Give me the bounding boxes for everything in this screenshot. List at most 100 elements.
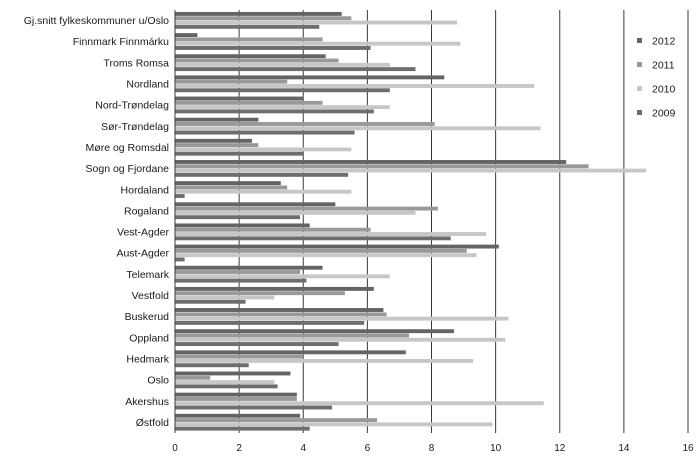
- category-label: Vest-Agder: [117, 227, 169, 239]
- bar-2011-16: [175, 354, 304, 359]
- bar-2009-14: [175, 320, 365, 325]
- bar-2009-9: [175, 215, 301, 220]
- legend-label-2010: 2010: [652, 84, 676, 96]
- bar-2012-4: [175, 96, 304, 101]
- category-label: Sogn og Fjordane: [86, 163, 170, 175]
- x-tick-label: 14: [618, 443, 630, 454]
- bar-2011-9: [175, 206, 438, 211]
- bar-2009-13: [175, 299, 246, 304]
- category-label: Troms Romsa: [103, 57, 169, 69]
- x-tick-label: 10: [490, 443, 502, 454]
- bar-2009-17: [175, 384, 278, 389]
- bar-2012-10: [175, 223, 310, 228]
- category-label: Buskerud: [125, 311, 170, 323]
- bar-2011-14: [175, 312, 387, 317]
- bar-2010-11: [175, 253, 477, 258]
- bar-2009-1: [175, 46, 371, 50]
- bar-2011-11: [175, 248, 467, 253]
- legend-swatch-2010: [637, 86, 642, 91]
- bar-2009-11: [175, 257, 185, 262]
- bar-2009-8: [175, 194, 185, 198]
- bar-2010-15: [175, 337, 506, 342]
- bar-2012-0: [175, 11, 342, 16]
- bar-2010-10: [175, 232, 487, 236]
- bar-2012-3: [175, 75, 445, 80]
- bar-2012-12: [175, 265, 323, 270]
- bar-2011-4: [175, 100, 323, 105]
- bar-2010-2: [175, 62, 390, 67]
- legend-swatch-2012: [637, 38, 642, 43]
- bar-2009-16: [175, 363, 249, 368]
- bar-2009-15: [175, 342, 339, 347]
- bar-2010-17: [175, 380, 275, 385]
- x-tick-label: 16: [682, 443, 694, 454]
- bar-2011-1: [175, 37, 323, 42]
- bar-2010-4: [175, 105, 390, 110]
- bar-2009-3: [175, 88, 390, 93]
- category-label: Oslo: [147, 375, 169, 387]
- bar-2009-12: [175, 278, 307, 283]
- bar-2009-18: [175, 405, 333, 410]
- category-label: Hordaland: [121, 184, 170, 196]
- bar-2011-17: [175, 375, 211, 380]
- category-label: Sør-Trøndelag: [101, 121, 169, 133]
- bar-2010-13: [175, 295, 275, 300]
- bar-2012-17: [175, 371, 291, 376]
- category-label: Østfold: [136, 417, 169, 429]
- category-label: Nord-Trøndelag: [95, 100, 169, 112]
- legend: 2012 2011 2010 2009: [637, 36, 676, 120]
- bar-2010-0: [175, 20, 458, 25]
- bar-2012-16: [175, 350, 406, 355]
- bar-2012-1: [175, 33, 198, 38]
- bar-2011-18: [175, 396, 297, 401]
- bar-2012-19: [175, 413, 301, 418]
- x-tick-label: 6: [365, 443, 371, 454]
- bar-2011-6: [175, 143, 259, 148]
- bar-2010-12: [175, 274, 390, 279]
- bar-2009-4: [175, 109, 374, 114]
- bar-2010-9: [175, 210, 416, 215]
- bar-2009-6: [175, 151, 304, 156]
- bar-2009-0: [175, 24, 320, 29]
- bar-2010-14: [175, 316, 509, 321]
- category-label: Telemark: [126, 269, 169, 281]
- legend-swatch-2011: [637, 62, 642, 67]
- category-label: Gj.snitt fylkeskommuner u/Oslo: [24, 15, 169, 27]
- x-tick-label: 0: [172, 443, 178, 454]
- bar-2011-13: [175, 291, 345, 296]
- bar-2009-5: [175, 130, 355, 135]
- bar-2011-15: [175, 333, 410, 338]
- bar-2012-11: [175, 244, 499, 249]
- legend-swatch-2009: [637, 110, 642, 115]
- x-tick-label: 8: [429, 443, 435, 454]
- bar-2010-19: [175, 422, 493, 427]
- legend-label-2012: 2012: [652, 36, 676, 48]
- x-tick-label: 4: [300, 443, 306, 454]
- bar-2009-19: [175, 426, 310, 431]
- category-label: Akershus: [125, 396, 169, 408]
- bar-2011-5: [175, 122, 435, 126]
- category-label: Hedmark: [126, 353, 169, 365]
- bar-2012-6: [175, 138, 252, 143]
- x-tick-labels: 0 2 4 6 8 10 12 14 16: [172, 443, 694, 454]
- bar-2009-2: [175, 67, 416, 72]
- category-label: Aust-Agder: [116, 248, 169, 260]
- bar-2012-18: [175, 392, 297, 397]
- bar-2012-2: [175, 54, 326, 59]
- gridlines: [238, 10, 689, 433]
- bar-2009-7: [175, 172, 349, 177]
- category-label: Rogaland: [124, 205, 169, 217]
- x-tick-label: 12: [554, 443, 566, 454]
- bar-2011-10: [175, 227, 371, 232]
- bar-2012-8: [175, 181, 281, 186]
- category-label: Møre og Romsdal: [86, 142, 169, 154]
- bar-2012-7: [175, 160, 567, 164]
- bar-2012-5: [175, 117, 259, 122]
- bar-2010-5: [175, 126, 541, 131]
- category-label: Oppland: [129, 332, 169, 344]
- bar-2009-10: [175, 236, 451, 241]
- bar-2011-19: [175, 418, 377, 423]
- category-label: Vestfold: [132, 290, 170, 302]
- category-labels: Gj.snitt fylkeskommuner u/Oslo Finnmark F…: [24, 15, 170, 429]
